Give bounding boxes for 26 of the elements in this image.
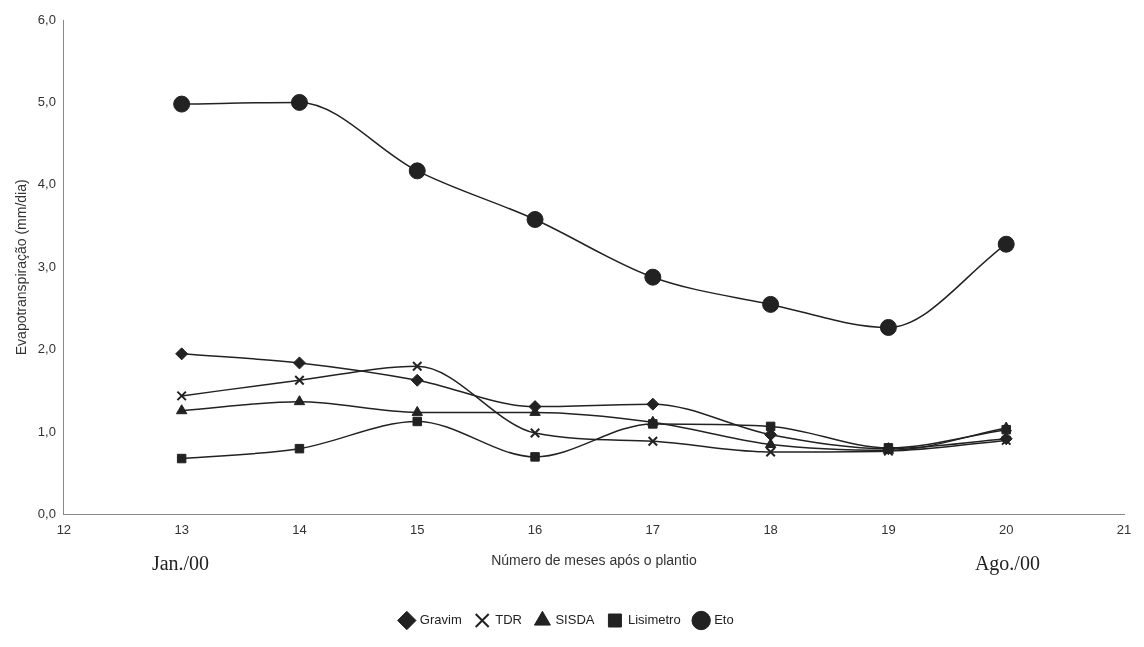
legend-label: Gravim xyxy=(419,612,462,628)
x-tick-label: 12 xyxy=(56,521,72,537)
x-tick-label: 18 xyxy=(763,521,778,537)
y-axis-title: Evapotranspiração (mm/dia) xyxy=(13,179,30,356)
y-tick-label: 1,0 xyxy=(37,423,56,439)
x-tick-label: 13 xyxy=(174,521,189,537)
x-tick-label: 19 xyxy=(881,521,896,537)
legend-label: Lisimetro xyxy=(627,612,681,628)
y-tick-label: 6,0 xyxy=(37,11,56,27)
text: Ago./00 xyxy=(974,551,1040,575)
x-tick-label: 21 xyxy=(1116,521,1132,537)
x-tick-label: 14 xyxy=(292,521,307,537)
y-tick-label: 0,0 xyxy=(37,506,56,522)
y-tick-label: 5,0 xyxy=(37,94,56,110)
x-tick-label: 16 xyxy=(527,521,543,537)
y-tick-label: 2,0 xyxy=(37,341,56,357)
legend-label: TDR xyxy=(495,612,522,628)
x-tick-label: 20 xyxy=(998,521,1014,537)
text: Jan./00 xyxy=(151,551,210,574)
legend-label: Eto xyxy=(714,612,734,628)
x-tick-label: 15 xyxy=(410,521,425,537)
y-tick-label: 4,0 xyxy=(37,176,56,192)
legend-label: SISDA xyxy=(555,612,595,628)
x-tick-label: 17 xyxy=(645,521,661,537)
y-tick-label: 3,0 xyxy=(37,258,56,274)
x-axis-title: Número de meses após o plantio xyxy=(491,552,697,569)
